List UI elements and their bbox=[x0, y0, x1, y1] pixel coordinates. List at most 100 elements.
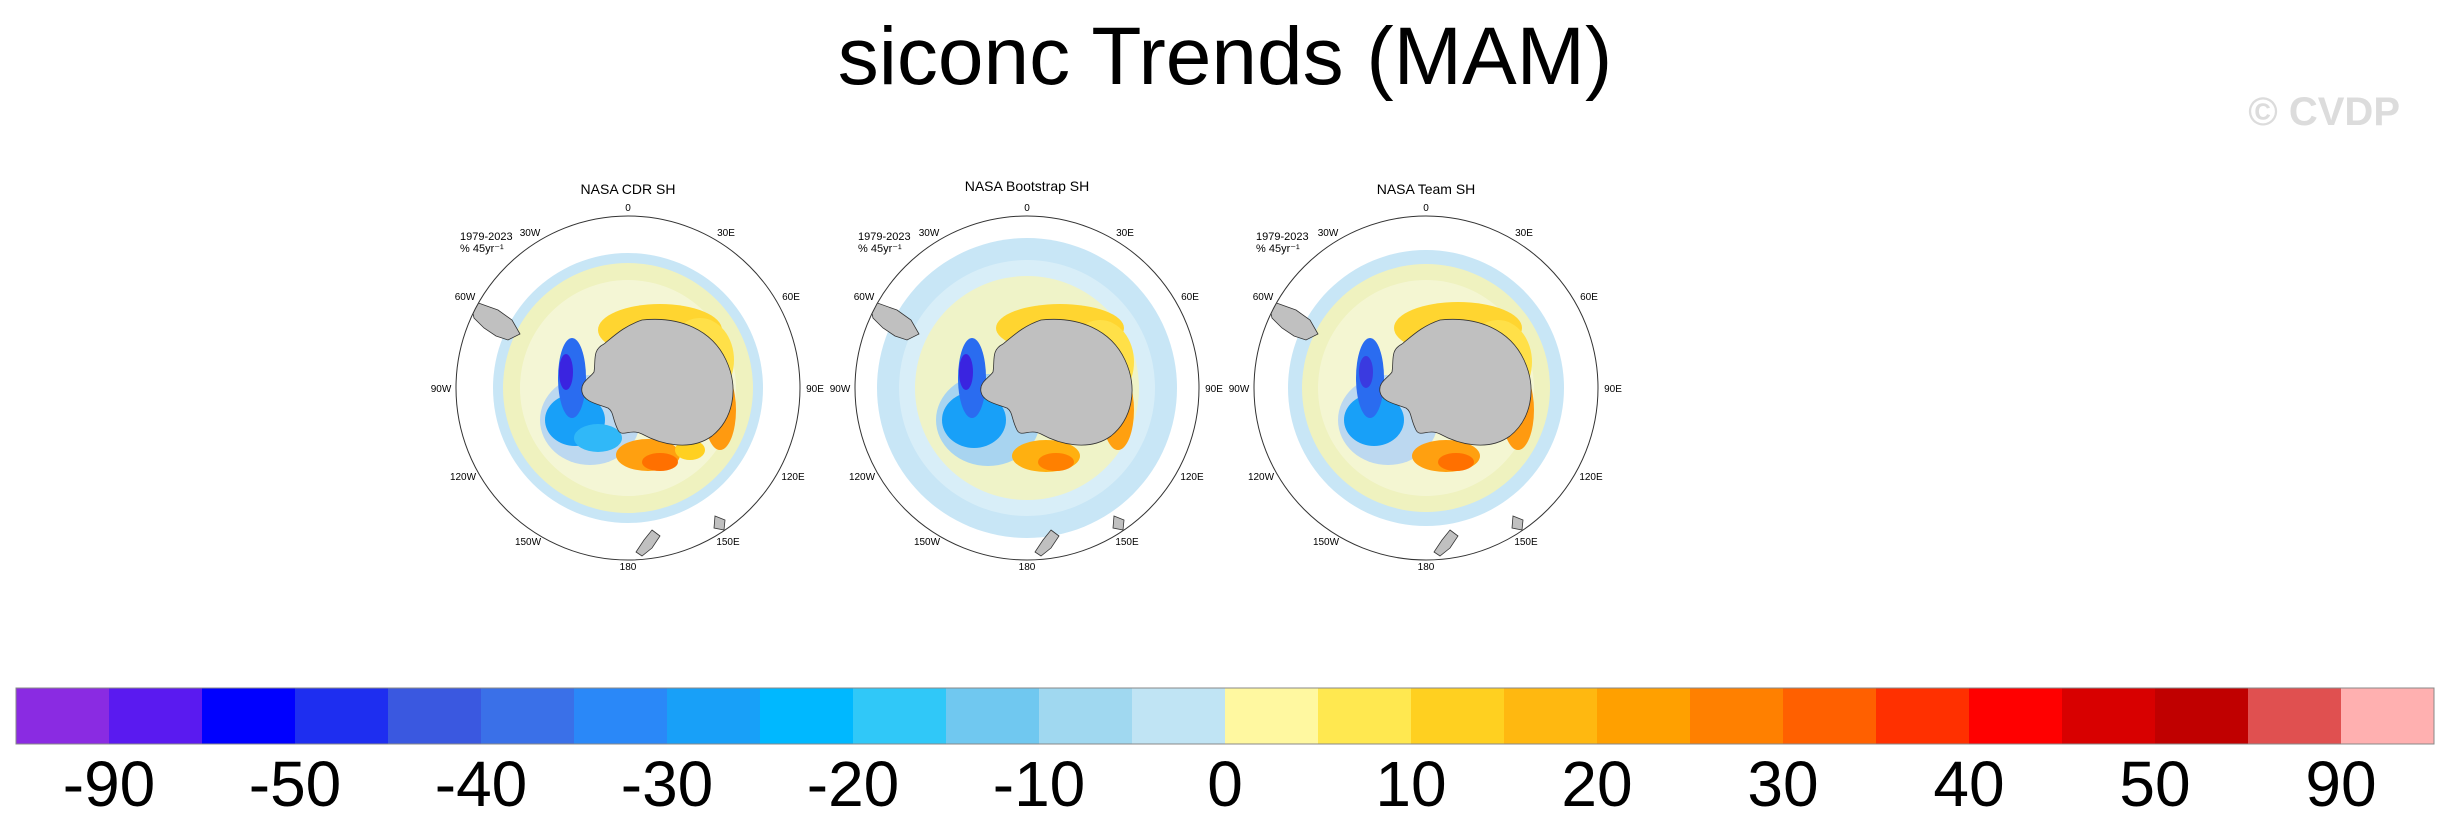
south-america-land bbox=[469, 299, 521, 341]
tasmania-land bbox=[1511, 515, 1524, 531]
colorbar-boxes bbox=[15, 687, 2435, 745]
lon-label: 180 bbox=[1418, 562, 1435, 573]
map-panel-bootstrap: NASA Bootstrap SH 1979-2023 % 45yr⁻¹ bbox=[830, 178, 1224, 573]
map-panel-cdr: NASA CDR SH 1979-2023 % 45yr⁻¹ bbox=[431, 181, 825, 573]
lon-label: 60E bbox=[1580, 292, 1598, 303]
colorbar-box bbox=[574, 688, 668, 744]
antarctica-land bbox=[980, 318, 1133, 446]
colorbar-box bbox=[2062, 688, 2156, 744]
map-panels: NASA CDR SH 1979-2023 % 45yr⁻¹ bbox=[431, 178, 1623, 573]
colorbar-tick-label: -10 bbox=[993, 748, 1086, 820]
lon-label: 180 bbox=[1019, 562, 1036, 573]
colorbar-tick-label: 20 bbox=[1561, 748, 1632, 820]
lon-label: 0 bbox=[1024, 203, 1030, 214]
lon-label: 60E bbox=[782, 292, 800, 303]
lon-label: 30E bbox=[717, 228, 735, 239]
lon-label: 150W bbox=[914, 537, 941, 548]
colorbar-box bbox=[1504, 688, 1598, 744]
colorbar-box bbox=[109, 688, 203, 744]
colorbar-box bbox=[1411, 688, 1505, 744]
south-america-land bbox=[868, 299, 920, 341]
panel-units: % 45yr⁻¹ bbox=[1256, 243, 1300, 255]
colorbar-box bbox=[1597, 688, 1691, 744]
longitude-labels: 0 30E 60E 90E 120E 150E 180 150W 120W 90… bbox=[830, 203, 1224, 573]
lon-label: 150W bbox=[1313, 537, 1340, 548]
colorbar-tick-label: 0 bbox=[1207, 748, 1243, 820]
colorbar-tick-label: -30 bbox=[621, 748, 714, 820]
new-zealand-land bbox=[635, 529, 661, 557]
lon-label: 90W bbox=[1229, 384, 1250, 395]
lon-label: 30E bbox=[1515, 228, 1533, 239]
colorbar-box bbox=[1783, 688, 1877, 744]
lon-label: 90E bbox=[806, 384, 824, 395]
colorbar-box bbox=[1318, 688, 1412, 744]
lon-label: 90W bbox=[431, 384, 452, 395]
tasmania-land bbox=[713, 515, 726, 531]
lon-label: 180 bbox=[620, 562, 637, 573]
lon-label: 90E bbox=[1604, 384, 1622, 395]
colorbar-box bbox=[1225, 688, 1319, 744]
lon-label: 30W bbox=[520, 228, 541, 239]
colorbar-box bbox=[760, 688, 854, 744]
lon-label: 0 bbox=[1423, 203, 1429, 214]
lon-label: 30E bbox=[1116, 228, 1134, 239]
panel-units: % 45yr⁻¹ bbox=[858, 243, 902, 255]
colorbar-tick-label: 50 bbox=[2119, 748, 2190, 820]
lon-label: 60W bbox=[854, 292, 875, 303]
longitude-labels: 0 30E 60E 90E 120E 150E 180 150W 120W 90… bbox=[1229, 203, 1623, 573]
colorbar-box bbox=[2248, 688, 2342, 744]
colorbar-box bbox=[1876, 688, 1970, 744]
colorbar-box bbox=[16, 688, 110, 744]
colorbar-tick-label: -50 bbox=[249, 748, 342, 820]
lon-label: 90E bbox=[1205, 384, 1223, 395]
colorbar-tick-label: 10 bbox=[1375, 748, 1446, 820]
cvdp-watermark: © CVDP bbox=[2248, 90, 2400, 134]
lon-label: 60W bbox=[1253, 292, 1274, 303]
lon-label: 120E bbox=[1180, 472, 1204, 483]
colorbar-box bbox=[667, 688, 761, 744]
colorbar-box bbox=[2341, 688, 2435, 744]
panel-units: % 45yr⁻¹ bbox=[460, 243, 504, 255]
colorbar-box bbox=[1039, 688, 1133, 744]
panel-title: NASA Bootstrap SH bbox=[965, 178, 1090, 194]
figure-title: siconc Trends (MAM) bbox=[837, 11, 1613, 102]
antarctica-land bbox=[581, 318, 734, 446]
new-zealand-land bbox=[1433, 529, 1459, 557]
panel-period: 1979-2023 bbox=[1256, 231, 1309, 243]
colorbar-box bbox=[2155, 688, 2249, 744]
colorbar-frame bbox=[15, 687, 2435, 745]
colorbar-box bbox=[1969, 688, 2063, 744]
longitude-labels: 0 30E 60E 90E 120E 150E 180 150W 120W 90… bbox=[431, 203, 825, 573]
colorbar-box bbox=[1132, 688, 1226, 744]
colorbar-tick-label: -40 bbox=[435, 748, 528, 820]
lon-label: 120W bbox=[849, 472, 876, 483]
colorbar-tick-label: -90 bbox=[63, 748, 156, 820]
colorbar-box bbox=[481, 688, 575, 744]
colorbar-tick-label: 30 bbox=[1747, 748, 1818, 820]
lon-label: 150E bbox=[716, 537, 740, 548]
colorbar-box bbox=[388, 688, 482, 744]
lon-label: 90W bbox=[830, 384, 851, 395]
lon-label: 30W bbox=[919, 228, 940, 239]
colorbar-box bbox=[295, 688, 389, 744]
panel-title: NASA Team SH bbox=[1377, 181, 1476, 197]
lon-label: 120W bbox=[450, 472, 477, 483]
colorbar-box bbox=[853, 688, 947, 744]
lon-label: 60W bbox=[455, 292, 476, 303]
lon-label: 150E bbox=[1514, 537, 1538, 548]
map-panel-team: NASA Team SH 1979-2023 % 45yr⁻¹ bbox=[1229, 181, 1623, 573]
lon-label: 120E bbox=[1579, 472, 1603, 483]
colorbar-box bbox=[202, 688, 296, 744]
colorbar-tick-labels: -90 -50 -40 -30 -20 -10 0 10 20 30 40 50 90 bbox=[63, 748, 2377, 820]
colorbar-box bbox=[1690, 688, 1784, 744]
panel-title: NASA CDR SH bbox=[581, 181, 676, 197]
lon-label: 30W bbox=[1318, 228, 1339, 239]
panel-period: 1979-2023 bbox=[460, 231, 513, 243]
panel-period: 1979-2023 bbox=[858, 231, 911, 243]
lon-label: 60E bbox=[1181, 292, 1199, 303]
antarctica-land bbox=[1379, 318, 1532, 446]
colorbar-tick-label: -20 bbox=[807, 748, 900, 820]
colorbar-box bbox=[946, 688, 1040, 744]
south-america-land bbox=[1267, 299, 1319, 341]
colorbar-tick-label: 90 bbox=[2305, 748, 2376, 820]
